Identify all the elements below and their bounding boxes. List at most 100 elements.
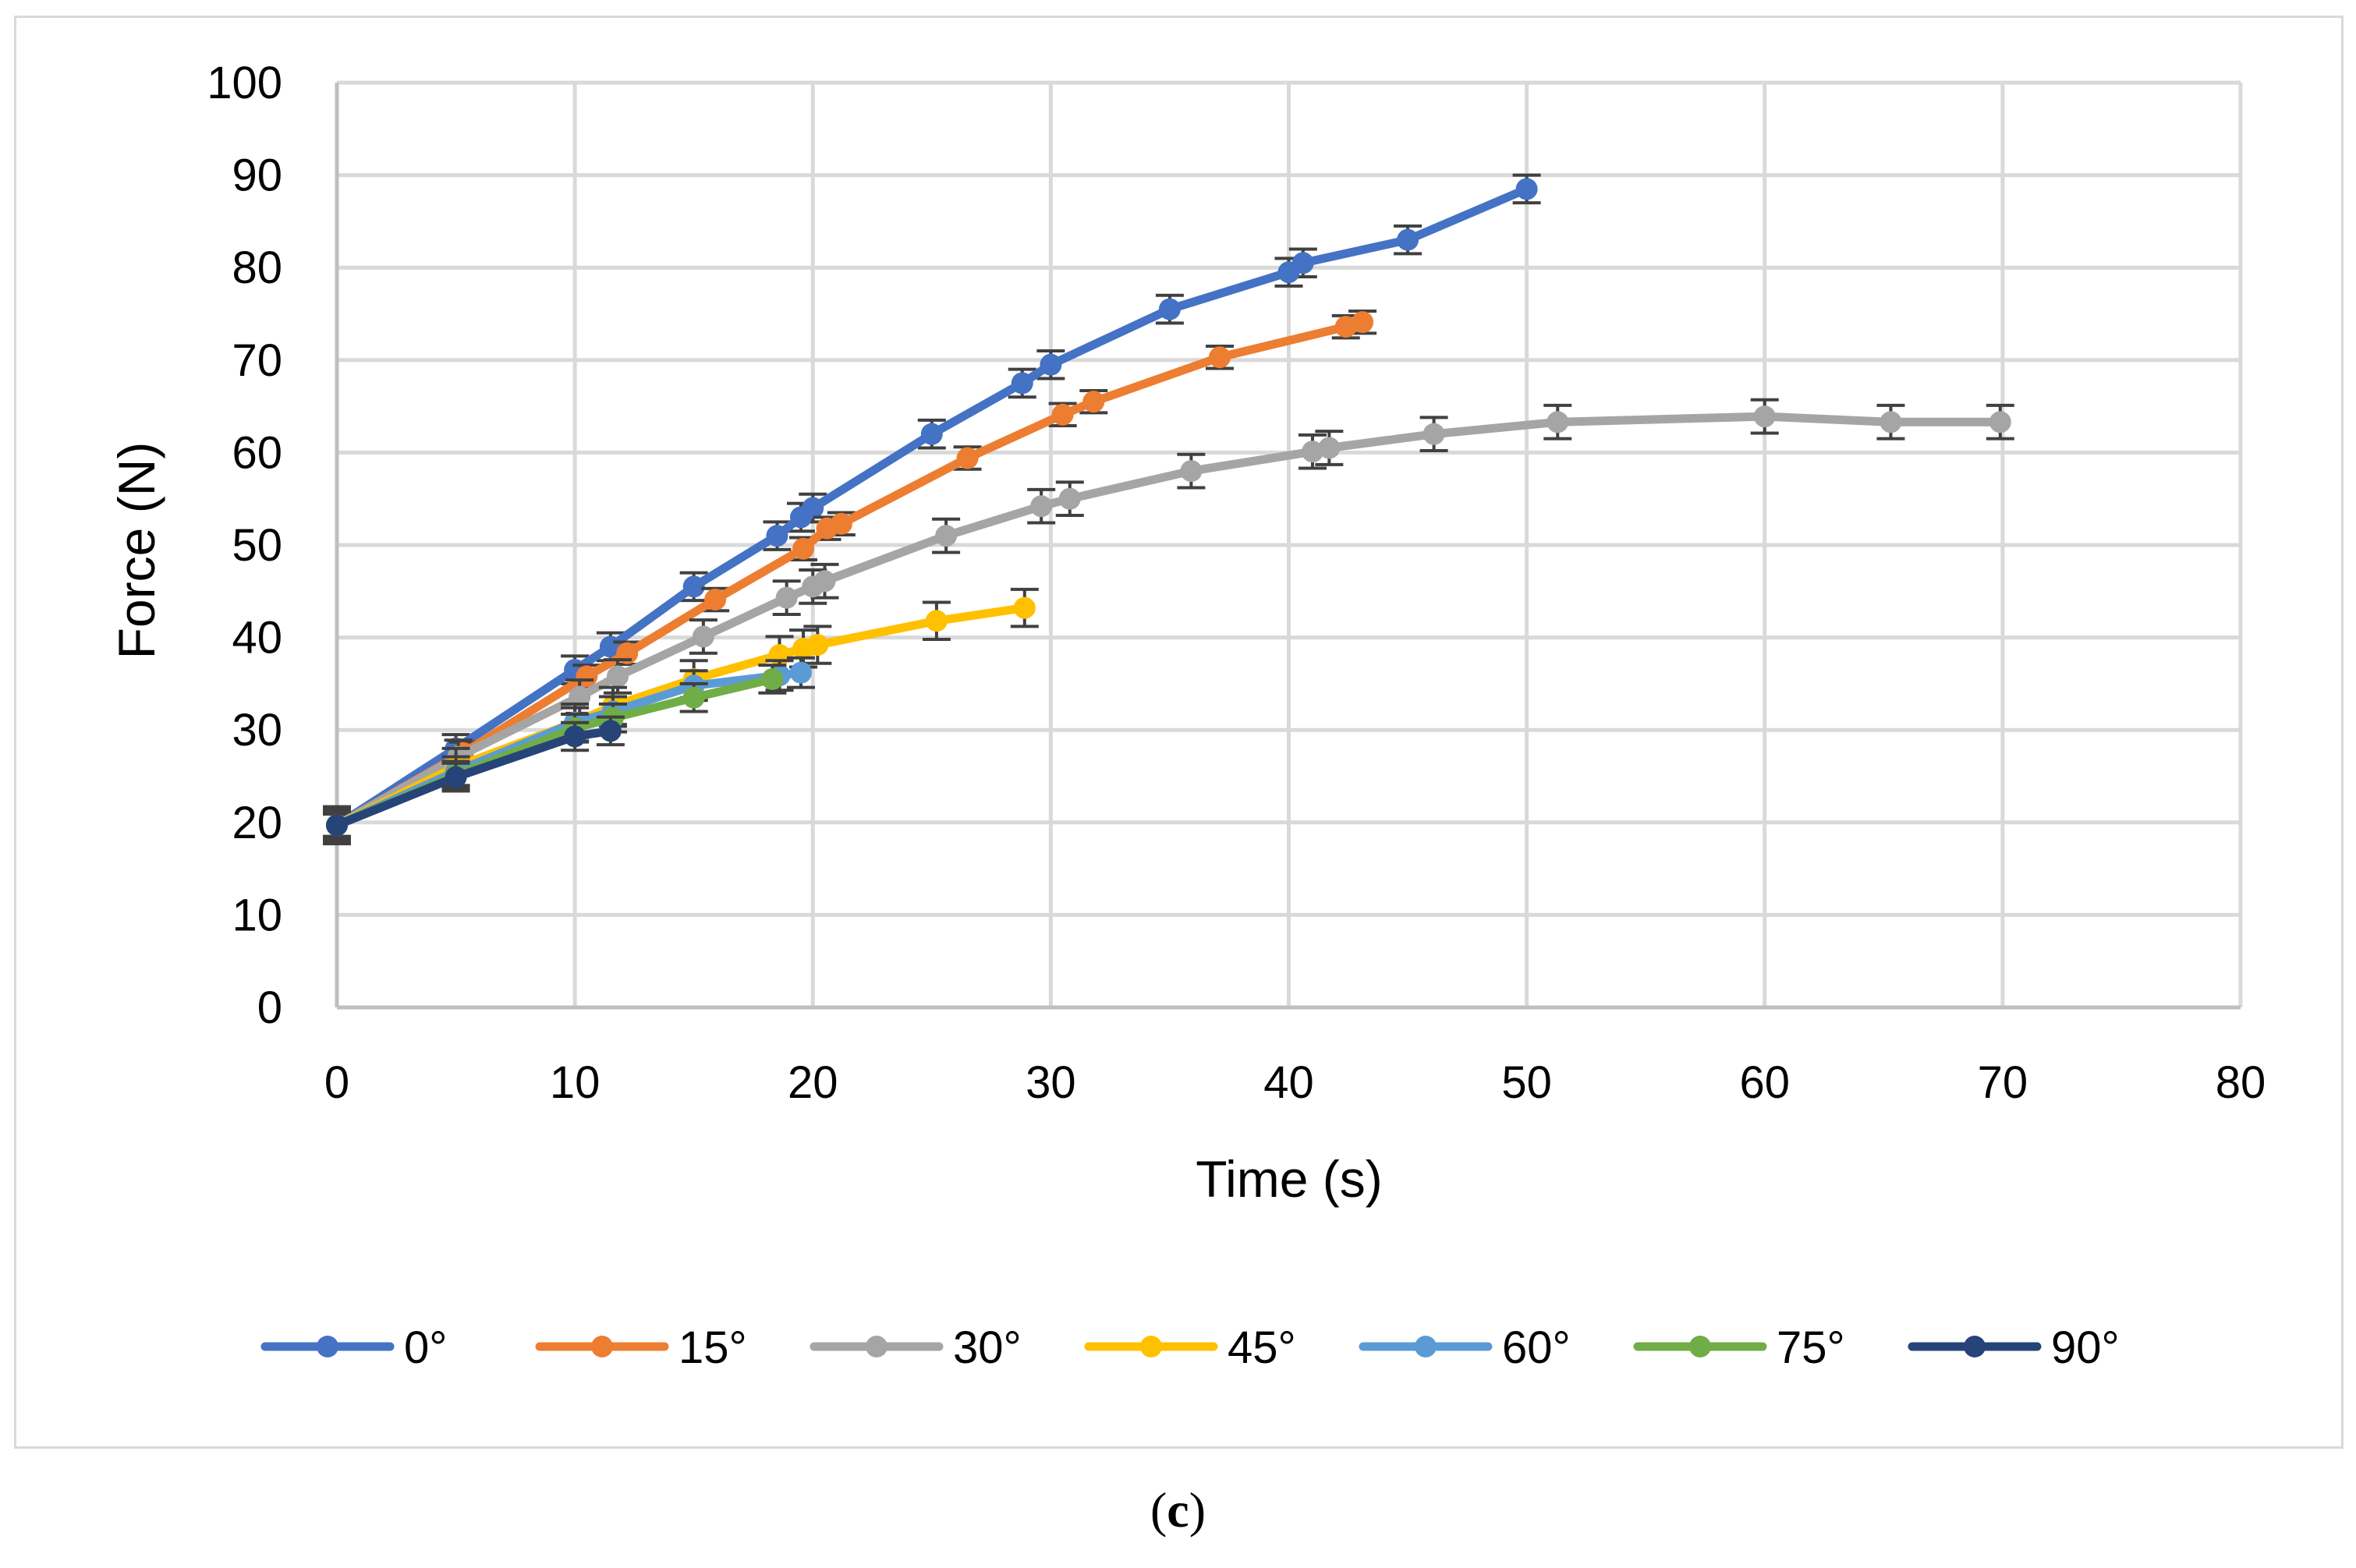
x-tick-label: 40: [1263, 1057, 1314, 1108]
data-point: [569, 685, 591, 708]
x-tick-label: 20: [788, 1057, 838, 1108]
series-1: [323, 173, 1541, 841]
data-point: [1753, 405, 1776, 428]
gridlines: [335, 80, 2243, 1010]
data-point: [607, 665, 629, 688]
data-point: [920, 423, 943, 445]
data-point: [806, 634, 829, 657]
legend-marker: [1415, 1336, 1437, 1357]
series-line: [332, 412, 2005, 830]
data-point: [956, 447, 979, 469]
data-point: [761, 667, 784, 690]
data-point: [1180, 460, 1203, 483]
y-axis-title: Force (N): [108, 442, 165, 660]
data-point: [935, 525, 958, 547]
data-point: [1515, 178, 1538, 200]
legend-marker: [1964, 1336, 1986, 1357]
data-point: [813, 570, 836, 593]
y-tick-label: 10: [232, 890, 282, 940]
legend: 0° 15° 30° 45° 60° 75° 90°: [260, 1322, 2120, 1373]
y-tick-label: 80: [232, 242, 282, 293]
data-point: [1051, 403, 1074, 426]
data-point: [599, 720, 622, 742]
series-line: [332, 726, 615, 830]
x-tick-label: 60: [1739, 1057, 1790, 1108]
x-tick-label: 0: [324, 1057, 349, 1108]
y-tick-labels: 0 10 20 30 40 50 60 70 80 90 100: [207, 58, 282, 1033]
data-point: [1011, 372, 1033, 395]
data-point: [1040, 353, 1062, 376]
legend-marker: [1689, 1336, 1711, 1357]
legend-marker: [317, 1336, 338, 1357]
data-point: [1397, 228, 1419, 251]
data-point: [775, 586, 798, 609]
caption-open-paren: (: [1150, 1482, 1167, 1538]
data-point: [830, 512, 852, 535]
x-tick-label: 80: [2216, 1057, 2266, 1108]
data-point: [789, 661, 812, 684]
data-point: [576, 665, 598, 688]
legend-marker: [866, 1336, 887, 1357]
legend-label: 90°: [2051, 1322, 2120, 1373]
caption-letter: c: [1167, 1482, 1189, 1538]
series-layer: [323, 173, 2014, 846]
x-tick-label: 50: [1501, 1057, 1552, 1108]
x-axis-title: Time (s): [1196, 1150, 1383, 1208]
data-point: [1030, 495, 1053, 518]
axis-lines: [335, 83, 2241, 1010]
data-point: [1082, 391, 1105, 413]
x-tick-label: 30: [1026, 1057, 1076, 1108]
data-point: [682, 686, 705, 709]
data-point: [1879, 411, 1902, 434]
chart: 0 10 20 30 40 50 60 70 80 90 100 0 10 20 30 40 50 60 70 80…: [108, 58, 2266, 1373]
data-point: [1318, 437, 1341, 459]
data-point: [925, 610, 948, 632]
series-4: [323, 587, 1039, 846]
data-point: [445, 766, 467, 788]
data-point: [564, 725, 586, 748]
data-point: [1291, 252, 1314, 274]
y-tick-label: 30: [232, 705, 282, 756]
data-point: [792, 537, 815, 560]
y-tick-label: 50: [232, 520, 282, 571]
data-point: [326, 814, 348, 837]
data-point: [766, 525, 788, 547]
y-tick-label: 40: [232, 613, 282, 664]
data-point: [1334, 316, 1357, 338]
data-point: [1302, 441, 1324, 463]
legend-label: 60°: [1502, 1322, 1571, 1373]
series-3: [323, 398, 2014, 844]
data-point: [692, 625, 714, 648]
legend-marker: [591, 1336, 613, 1357]
y-tick-label: 60: [232, 427, 282, 478]
data-point: [1546, 411, 1569, 434]
legend-marker: [1140, 1336, 1162, 1357]
y-tick-label: 20: [232, 798, 282, 848]
data-point: [1352, 311, 1374, 334]
x-tick-label: 10: [550, 1057, 601, 1108]
y-tick-label: 0: [257, 982, 282, 1033]
y-tick-label: 100: [207, 58, 282, 108]
legend-label: 15°: [678, 1322, 747, 1373]
data-point: [802, 497, 824, 519]
y-tick-label: 90: [232, 150, 282, 201]
y-tick-label: 70: [232, 335, 282, 386]
data-point: [1422, 423, 1445, 445]
data-point: [704, 588, 727, 611]
caption-close-paren: ): [1189, 1482, 1206, 1538]
legend-label: 0°: [404, 1322, 447, 1373]
x-tick-label: 70: [1978, 1057, 2028, 1108]
series-2: [323, 309, 1377, 838]
data-point: [1158, 298, 1181, 320]
chart-frame: [14, 16, 2344, 1449]
series-7: [323, 715, 625, 841]
figure-caption: (c): [0, 1481, 2356, 1539]
data-point: [1209, 346, 1231, 369]
legend-label: 30°: [953, 1322, 1022, 1373]
data-point: [1013, 596, 1036, 619]
data-point: [1989, 411, 2011, 434]
data-point: [1058, 487, 1081, 510]
series-line: [332, 603, 1029, 830]
data-point: [682, 575, 705, 598]
legend-label: 45°: [1228, 1322, 1296, 1373]
